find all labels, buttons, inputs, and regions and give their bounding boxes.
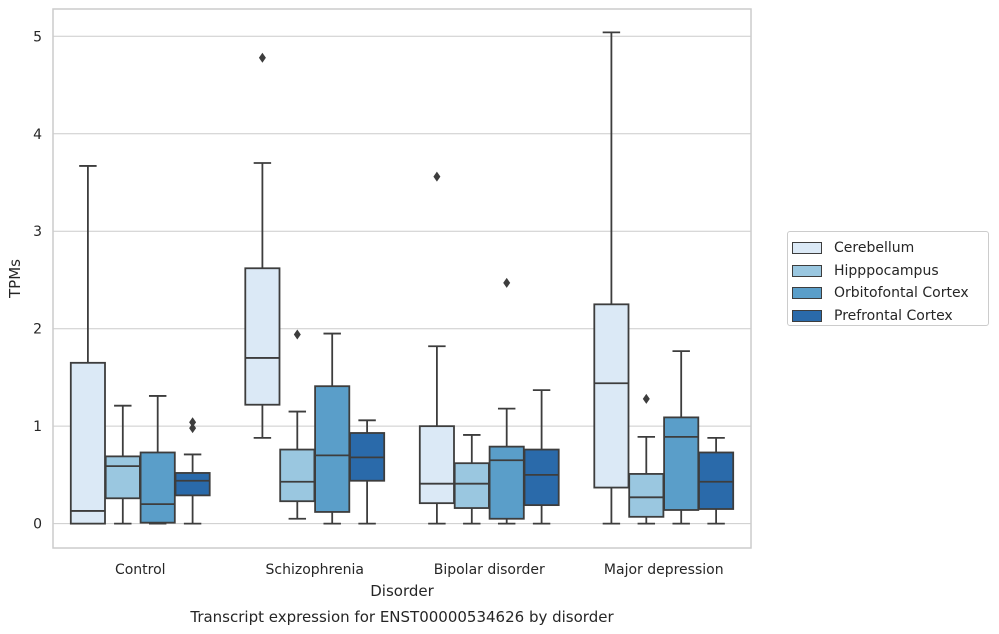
iqr-box — [488, 445, 525, 520]
legend-label: Cerebellum — [834, 240, 915, 257]
box-prefrontal-cortex-control — [174, 417, 211, 525]
iqr-box — [279, 448, 316, 503]
outlier-point — [503, 277, 511, 288]
iqr-box — [244, 267, 281, 406]
y-tick-label: 5 — [33, 29, 42, 45]
outlier-point — [293, 329, 301, 340]
iqr-box — [418, 425, 455, 505]
x-axis-label: Disorder — [370, 582, 434, 600]
box-orbitofontal-cortex-major-depression — [663, 350, 700, 525]
box-prefrontal-cortex-bipolar-disorder — [523, 389, 560, 525]
box-cerebellum-major-depression — [593, 31, 630, 525]
outlier-point — [189, 423, 197, 434]
x-tick-label: Major depression — [604, 562, 724, 578]
y-tick-label: 1 — [33, 419, 42, 435]
iqr-box — [139, 451, 176, 524]
box-orbitofontal-cortex-schizophrenia — [314, 332, 351, 525]
box-prefrontal-cortex-major-depression — [698, 436, 735, 525]
iqr-box — [69, 361, 106, 525]
y-tick-label: 2 — [33, 322, 42, 338]
box-prefrontal-cortex-schizophrenia — [349, 419, 386, 525]
box-orbitofontal-cortex-control — [139, 395, 176, 525]
box-hipppocampus-major-depression — [628, 393, 665, 525]
chart-title: Transcript expression for ENST0000053462… — [189, 608, 614, 626]
legend-swatch — [792, 242, 822, 255]
outlier-point — [433, 171, 441, 182]
iqr-box — [523, 448, 560, 507]
legend-label: Orbitofontal Cortex — [834, 285, 969, 302]
legend-label: Prefrontal Cortex — [834, 307, 953, 324]
y-tick-label: 0 — [33, 517, 42, 533]
legend-swatch — [792, 264, 822, 277]
y-tick-label: 3 — [33, 224, 42, 240]
box-hipppocampus-control — [104, 404, 141, 525]
legend-swatch — [792, 309, 822, 322]
outlier-point — [642, 393, 650, 404]
y-tick-label: 4 — [33, 127, 42, 143]
legend-label: Hipppocampus — [834, 262, 939, 279]
iqr-box — [593, 303, 630, 489]
legend-item: Cerebellum — [792, 237, 988, 260]
iqr-box — [314, 385, 351, 513]
iqr-box — [104, 455, 141, 500]
legend-item: Hipppocampus — [792, 260, 988, 283]
x-tick-label: Schizophrenia — [266, 562, 364, 578]
iqr-box — [174, 472, 211, 497]
box-hipppocampus-schizophrenia — [279, 329, 316, 520]
iqr-box — [698, 451, 735, 510]
legend-item: Orbitofontal Cortex — [792, 282, 988, 305]
box-hipppocampus-bipolar-disorder — [453, 434, 490, 525]
legend-swatch — [792, 287, 822, 300]
box-cerebellum-bipolar-disorder — [418, 171, 455, 525]
iqr-box — [628, 473, 665, 518]
outlier-point — [258, 52, 266, 63]
iqr-box — [453, 462, 490, 509]
plot-frame — [52, 8, 752, 549]
x-tick-label: Control — [115, 562, 166, 578]
iqr-box — [663, 416, 700, 511]
outlier-point — [189, 417, 197, 428]
box-cerebellum-control — [69, 165, 106, 525]
y-axis-label: TPMs — [6, 259, 24, 299]
x-tick-label: Bipolar disorder — [434, 562, 545, 578]
legend-item: Prefrontal Cortex — [792, 305, 988, 328]
box-cerebellum-schizophrenia — [244, 52, 281, 439]
legend: Cerebellum Hipppocampus Orbitofontal Corte… — [787, 231, 989, 326]
